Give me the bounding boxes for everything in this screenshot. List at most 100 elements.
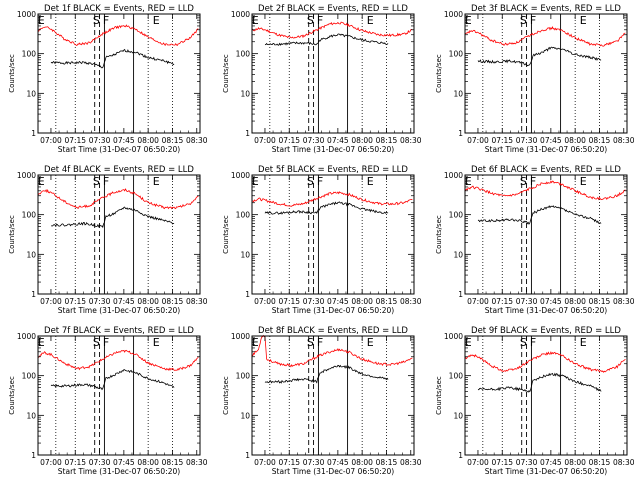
x-tick-label: 07:00 [254, 297, 276, 306]
y-tick-label: 100 [236, 372, 251, 381]
x-tick-label: 07:30 [89, 136, 111, 145]
x-tick-label: 07:30 [516, 136, 538, 145]
y-tick-label: 1000 [17, 171, 36, 180]
interval-marker-e: E [580, 175, 587, 188]
y-tick-label: 10 [453, 411, 463, 420]
x-tick-label: 07:00 [40, 136, 62, 145]
x-tick-label: 08:15 [376, 136, 398, 145]
y-axis-label: Counts/sec [435, 376, 443, 415]
lld-series-line [251, 191, 413, 207]
x-tick-label: 08:00 [137, 136, 159, 145]
interval-marker-e: E [38, 14, 45, 27]
y-axis-label: Counts/sec [435, 54, 443, 93]
interval-marker-s: S [93, 336, 100, 349]
y-tick-label: 1 [458, 451, 463, 460]
interval-marker-e: E [252, 336, 259, 349]
x-tick-label: 08:00 [137, 458, 159, 467]
events-series-line [264, 201, 389, 215]
x-axis-label: Start Time (31-Dec-07 06:50:20) [485, 306, 607, 315]
x-tick-label: 08:15 [376, 458, 398, 467]
panel-title: Det 7f BLACK = Events, RED = LLD [44, 326, 194, 336]
y-tick-label: 100 [236, 50, 251, 59]
x-tick-label: 07:45 [113, 136, 135, 145]
interval-marker-s: S [307, 175, 314, 188]
x-axis-label: Start Time (31-Dec-07 06:50:20) [272, 145, 394, 154]
lld-series-line [464, 351, 626, 373]
y-axis-label: Counts/sec [8, 215, 16, 254]
x-tick-label: 08:15 [589, 136, 611, 145]
y-axis-label: Counts/sec [435, 215, 443, 254]
interval-marker-f: F [103, 175, 109, 188]
interval-marker-e: E [252, 14, 259, 27]
interval-marker-e: E [38, 175, 45, 188]
interval-marker-e: E [580, 14, 587, 27]
y-tick-label: 10 [26, 250, 36, 259]
x-tick-label: 08:30 [400, 458, 422, 467]
plot-frame [37, 13, 201, 134]
x-tick-label: 08:00 [351, 136, 373, 145]
y-tick-label: 1 [31, 129, 36, 138]
x-tick-label: 07:45 [327, 297, 349, 306]
interval-marker-s: S [307, 14, 314, 27]
interval-marker-s: S [307, 336, 314, 349]
x-tick-label: 07:45 [113, 297, 135, 306]
x-tick-label: 07:45 [540, 136, 562, 145]
interval-marker-e: E [465, 14, 472, 27]
x-tick-label: 07:45 [540, 458, 562, 467]
interval-marker-e: E [367, 175, 374, 188]
y-tick-label: 1 [31, 290, 36, 299]
lld-series-line [464, 180, 626, 201]
x-tick-label: 07:15 [64, 136, 86, 145]
x-tick-label: 08:15 [376, 297, 398, 306]
lld-series-line [464, 25, 626, 47]
x-tick-label: 08:00 [564, 458, 586, 467]
y-tick-label: 1 [458, 290, 463, 299]
x-tick-label: 07:15 [491, 458, 513, 467]
interval-marker-s: S [93, 14, 100, 27]
panel-title: Det 8f BLACK = Events, RED = LLD [258, 326, 408, 336]
x-tick-label: 07:00 [40, 458, 62, 467]
interval-marker-f: F [530, 175, 536, 188]
interval-marker-e: E [367, 14, 374, 27]
y-tick-label: 1000 [231, 171, 250, 180]
x-tick-label: 08:30 [186, 458, 208, 467]
plot-frame [464, 174, 628, 295]
x-tick-label: 07:15 [278, 458, 300, 467]
x-axis-label: Start Time (31-Dec-07 06:50:20) [485, 145, 607, 154]
plot-frame [464, 335, 628, 456]
y-tick-label: 1000 [17, 10, 36, 19]
y-tick-label: 10 [453, 89, 463, 98]
x-tick-label: 08:30 [613, 458, 635, 467]
interval-marker-e: E [38, 336, 45, 349]
y-axis-label: Counts/sec [8, 376, 16, 415]
x-axis-label: Start Time (31-Dec-07 06:50:20) [272, 467, 394, 476]
interval-marker-e: E [153, 175, 160, 188]
x-tick-label: 08:30 [400, 297, 422, 306]
y-tick-label: 10 [453, 250, 463, 259]
x-tick-label: 07:15 [278, 297, 300, 306]
events-series-line [477, 372, 602, 393]
x-tick-label: 08:00 [564, 297, 586, 306]
x-tick-label: 07:00 [467, 136, 489, 145]
y-tick-label: 10 [240, 89, 250, 98]
y-tick-label: 100 [22, 211, 37, 220]
y-tick-label: 100 [449, 50, 464, 59]
x-tick-label: 07:45 [327, 458, 349, 467]
x-tick-label: 07:30 [516, 458, 538, 467]
x-tick-label: 07:30 [303, 136, 325, 145]
y-tick-label: 1000 [231, 332, 250, 341]
x-tick-label: 07:30 [516, 297, 538, 306]
interval-marker-e: E [367, 336, 374, 349]
x-tick-label: 07:45 [113, 458, 135, 467]
x-tick-label: 08:15 [162, 458, 184, 467]
plot-frame [37, 174, 201, 295]
events-series-line [264, 33, 389, 46]
plot-frame [464, 13, 628, 134]
lld-series-line [37, 188, 199, 210]
x-tick-label: 07:30 [303, 297, 325, 306]
